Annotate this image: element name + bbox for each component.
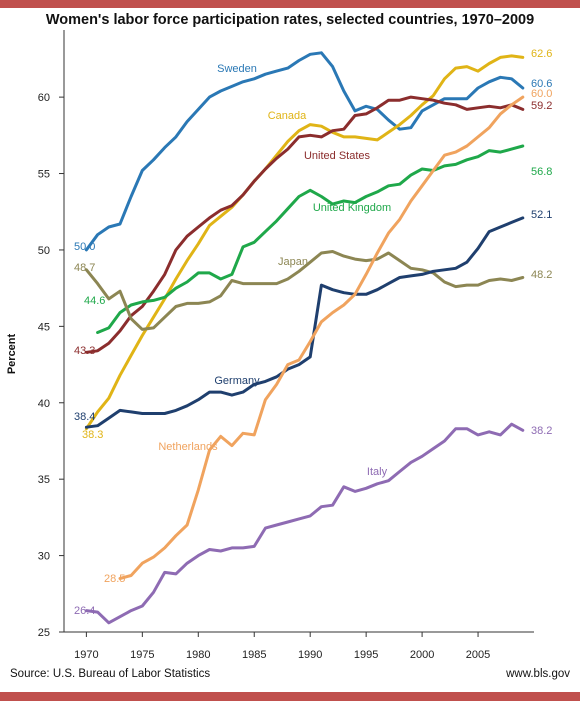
y-tick-label: 30 [38, 551, 50, 563]
bottom-accent-bar [0, 692, 580, 701]
end-value-canada: 62.6 [531, 48, 552, 60]
end-value-united-states: 59.2 [531, 100, 552, 112]
start-value-united-kingdom: 44.6 [84, 295, 105, 307]
chart-series [84, 51, 525, 625]
top-accent-bar [0, 0, 580, 8]
chart-axes: 25 30 35 40 45 50 55 60 1970 1975 1980 1985 1990 1995… [6, 30, 534, 661]
y-tick-label: 55 [38, 169, 50, 181]
series-name-canada: Canada [268, 110, 307, 122]
series-name-italy: Italy [367, 466, 388, 478]
series-line-united-states [84, 95, 525, 354]
source-note: Source: U.S. Bureau of Labor Statistics [10, 668, 211, 680]
y-tick-label: 40 [38, 398, 50, 410]
chart-labels: Sweden 50.0 60.6 Canada 38.3 62.6 United State… [74, 48, 552, 617]
start-value-sweden: 50.0 [74, 241, 95, 253]
series-line-canada [84, 54, 525, 431]
start-value-canada: 38.3 [82, 429, 103, 441]
end-value-germany: 52.1 [531, 209, 552, 221]
start-value-italy: 26.4 [74, 605, 95, 617]
y-tick-label: 25 [38, 627, 50, 639]
start-value-germany: 38.4 [74, 411, 95, 423]
end-value-italy: 38.2 [531, 425, 552, 437]
series-name-netherlands: Netherlands [158, 441, 218, 453]
series-line-japan [84, 250, 525, 331]
end-value-netherlands: 60.0 [531, 88, 552, 100]
series-line-italy [84, 422, 525, 625]
y-axis-title: Percent [6, 333, 18, 374]
series-line-germany [84, 216, 525, 429]
start-value-netherlands: 28.5 [104, 573, 125, 585]
start-value-japan: 48.7 [74, 262, 95, 274]
end-value-sweden: 60.6 [531, 78, 552, 90]
x-tick-label: 1995 [354, 649, 378, 661]
series-name-germany: Germany [214, 375, 260, 387]
series-name-sweden: Sweden [217, 63, 257, 75]
series-line-netherlands [118, 95, 525, 580]
series-name-japan: Japan [278, 256, 308, 268]
y-tick-label: 50 [38, 245, 50, 257]
x-tick-label: 1980 [186, 649, 210, 661]
x-tick-label: 1990 [298, 649, 322, 661]
end-value-united-kingdom: 56.8 [531, 166, 552, 178]
chart-title: Women's labor force participation rates,… [45, 12, 535, 28]
site-url: www.bls.gov [506, 668, 570, 680]
series-line-sweden [84, 51, 525, 252]
y-tick-label: 35 [38, 474, 50, 486]
start-value-united-states: 43.3 [74, 345, 95, 357]
series-name-united-states: United States [304, 150, 371, 162]
x-tick-label: 1975 [130, 649, 154, 661]
x-tick-label: 2000 [410, 649, 434, 661]
end-value-japan: 48.2 [531, 269, 552, 281]
y-tick-label: 45 [38, 321, 50, 333]
series-line-united-kingdom [96, 144, 525, 334]
x-tick-label: 1985 [242, 649, 266, 661]
x-tick-label: 2005 [466, 649, 490, 661]
x-tick-label: 1970 [74, 649, 98, 661]
series-name-united-kingdom: United Kingdom [313, 202, 391, 214]
y-tick-label: 60 [38, 92, 50, 104]
